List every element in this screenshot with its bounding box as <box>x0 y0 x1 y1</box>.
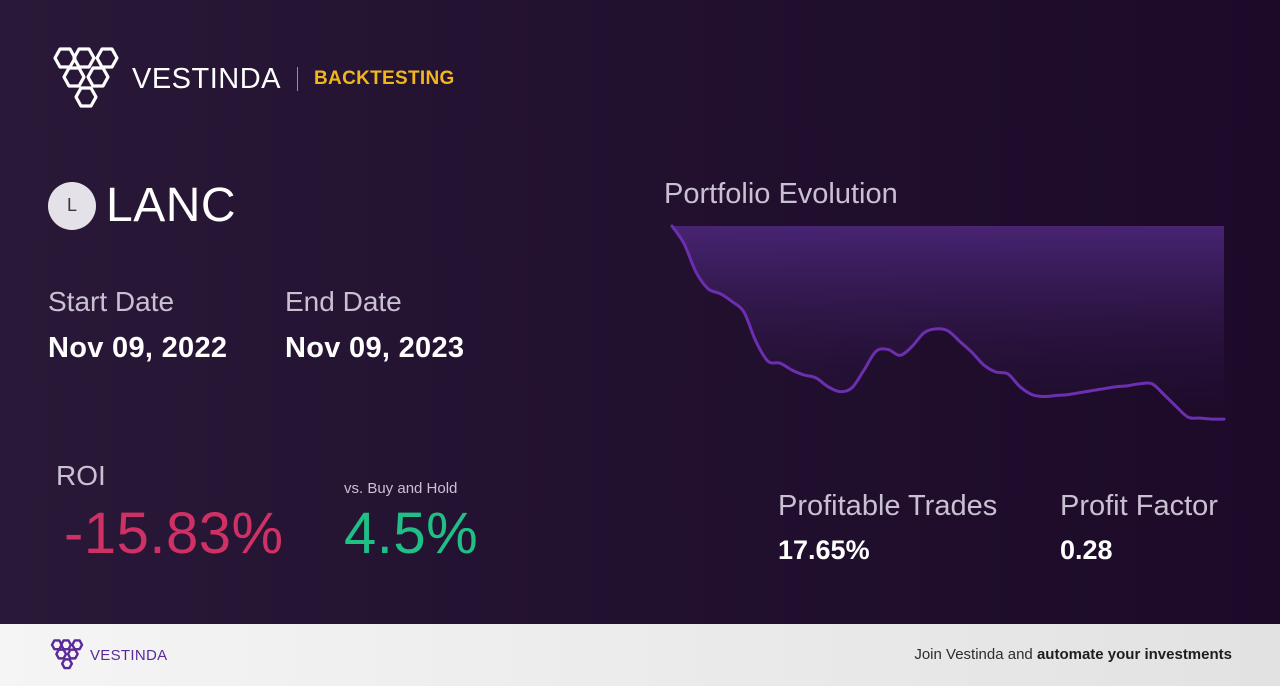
brand-header: VESTINDA BACKTESTING <box>48 46 455 112</box>
section-label: BACKTESTING <box>314 68 455 89</box>
start-date-label: Start Date <box>48 286 175 317</box>
ticker-symbol: LANC <box>106 179 237 232</box>
profit-factor-value: 0.28 <box>1060 535 1113 565</box>
ticker-badge-letter: L <box>66 195 77 215</box>
brand-name: VESTINDA <box>132 62 282 95</box>
portfolio-chart <box>670 224 1226 421</box>
footer-cta-prefix: Join Vestinda and <box>914 646 1037 663</box>
buy-hold-label: vs. Buy and Hold <box>344 480 458 497</box>
vestinda-logo-icon <box>53 47 119 108</box>
profit-factor-stat: Profit Factor 0.28 <box>1060 490 1218 566</box>
footer-cta-bold: automate your investments <box>1036 646 1232 663</box>
profitable-trades-value: 17.65% <box>778 535 870 565</box>
roi-label: ROI <box>56 460 106 491</box>
end-date-value: Nov 09, 2023 <box>285 332 465 364</box>
vestinda-logo-icon <box>50 639 84 670</box>
footer-bar: VESTINDA Join Vestinda and automate your… <box>0 624 1280 686</box>
roi-value: -15.83% <box>64 501 284 566</box>
end-date-block: End Date Nov 09, 2023 <box>285 286 464 365</box>
buy-hold-value: 4.5% <box>344 501 479 566</box>
chart-title: Portfolio Evolution <box>664 178 898 210</box>
start-date-block: Start Date Nov 09, 2022 <box>48 286 227 365</box>
profit-factor-label: Profit Factor <box>1060 490 1218 522</box>
brand-divider <box>297 67 299 91</box>
profitable-trades-label: Profitable Trades <box>778 490 998 522</box>
chart-area-fill <box>672 226 1224 420</box>
footer-logo[interactable]: VESTINDA <box>48 639 167 671</box>
ticker-row: L LANC <box>48 178 236 233</box>
end-date-label: End Date <box>285 286 402 317</box>
ticker-badge: L <box>48 181 96 230</box>
start-date-value: Nov 09, 2022 <box>48 332 228 364</box>
chart-series-line <box>670 224 1226 421</box>
footer-cta[interactable]: Join Vestinda and automate your investme… <box>914 646 1232 663</box>
backtest-card: VESTINDA BACKTESTING L LANC Start Date N… <box>0 0 1280 624</box>
profitable-trades-stat: Profitable Trades 17.65% <box>778 490 997 566</box>
footer-brand-name: VESTINDA <box>90 646 168 664</box>
